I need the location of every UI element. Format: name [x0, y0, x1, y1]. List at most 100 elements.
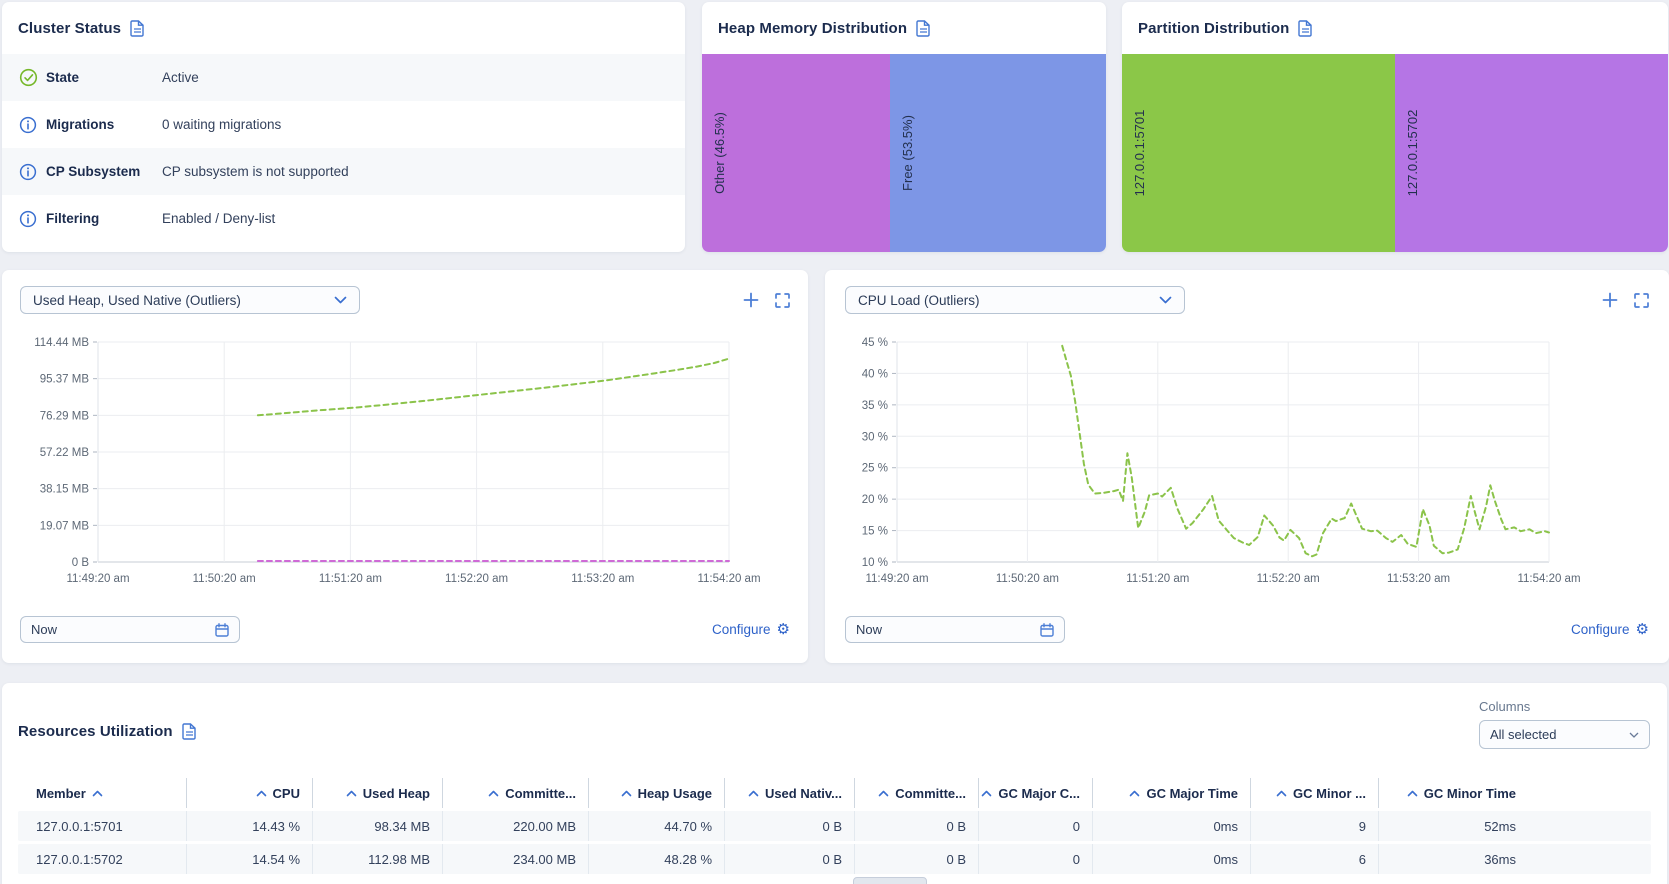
resources-table-body: 127.0.0.1:5701 14.43 % 98.34 MB 220.00 MB 44…: [18, 811, 1651, 874]
column-header-cpu[interactable]: CPU: [186, 778, 312, 808]
cpu-time-picker-value: Now: [856, 622, 883, 637]
column-header-label: Committe...: [505, 785, 576, 801]
cpu-chart-toolbar: CPU Load (Outliers): [845, 286, 1649, 314]
sort-chevron-up-icon: [981, 790, 992, 797]
svg-text:11:53:20 am: 11:53:20 am: [1387, 573, 1450, 585]
sort-chevron-up-icon: [1407, 790, 1418, 797]
cell-value: 48.28 %: [588, 844, 724, 874]
column-header-member[interactable]: Member: [18, 778, 186, 808]
column-header-committe[interactable]: Committe...: [854, 778, 978, 808]
cpu-chart-actions: [1602, 292, 1649, 308]
document-icon[interactable]: [181, 723, 197, 740]
memory-chart-card: Used Heap, Used Native (Outliers) 114.44…: [2, 270, 808, 663]
fullscreen-icon[interactable]: [1634, 292, 1649, 308]
columns-select[interactable]: All selected: [1479, 720, 1650, 749]
cpu-load-chart: 45 % 40 % 35 % 30 % 25 % 20 % 15 % 10 % 11:49:20…: [862, 337, 1581, 585]
chevron-down-icon: [1159, 296, 1172, 304]
column-header-label: GC Major C...: [998, 785, 1080, 801]
svg-text:25 %: 25 %: [862, 463, 888, 475]
svg-text:19.07 MB: 19.07 MB: [40, 520, 90, 532]
svg-text:15 %: 15 %: [862, 526, 888, 538]
cluster-status-header: Cluster Status: [2, 2, 685, 54]
cluster-status-row: Migrations 0 waiting migrations: [2, 101, 685, 148]
memory-chart-toolbar: Used Heap, Used Native (Outliers): [20, 286, 790, 314]
table-row[interactable]: 127.0.0.1:5701 14.43 % 98.34 MB 220.00 MB 44…: [18, 811, 1651, 841]
cell-value: 0: [978, 811, 1092, 841]
svg-text:11:51:20 am: 11:51:20 am: [319, 573, 382, 585]
svg-text:11:49:20 am: 11:49:20 am: [66, 573, 129, 585]
svg-text:38.15 MB: 38.15 MB: [40, 484, 90, 496]
svg-text:76.29 MB: 76.29 MB: [40, 410, 90, 422]
cluster-status-title: Cluster Status: [18, 19, 122, 37]
info-circle-icon[interactable]: [18, 210, 38, 228]
heap-distribution-bar: Other (46.5%) Free (53.5%): [702, 54, 1106, 252]
horizontal-scrollbar-thumb[interactable]: [853, 877, 927, 884]
document-icon[interactable]: [1298, 19, 1313, 37]
distribution-segment[interactable]: 127.0.0.1:5701: [1122, 54, 1395, 252]
gear-icon: ⚙: [776, 621, 790, 638]
table-row[interactable]: 127.0.0.1:5702 14.54 % 112.98 MB 234.00 MB 4…: [18, 844, 1651, 874]
cluster-status-rows: State Active Migrations 0 waiting migration…: [2, 54, 685, 242]
memory-configure-link[interactable]: Configure ⚙: [712, 622, 790, 637]
chevron-down-icon: [334, 296, 347, 304]
calendar-icon: [215, 622, 229, 637]
sort-chevron-up-icon: [92, 790, 103, 797]
cell-member: 127.0.0.1:5701: [36, 818, 123, 834]
cell-value: 44.70 %: [588, 811, 724, 841]
partition-distribution-title: Partition Distribution: [1138, 19, 1290, 37]
svg-text:45 %: 45 %: [862, 337, 888, 349]
cpu-metric-select[interactable]: CPU Load (Outliers): [845, 286, 1185, 314]
cpu-chart-footer: Now Configure ⚙: [845, 616, 1649, 643]
svg-text:11:50:20 am: 11:50:20 am: [193, 573, 256, 585]
column-header-label: GC Major Time: [1146, 785, 1238, 801]
partition-distribution-card: Partition Distribution 127.0.0.1:5701 127…: [1122, 2, 1668, 252]
memory-time-picker[interactable]: Now: [20, 616, 240, 643]
columns-label: Columns: [1479, 699, 1531, 714]
fullscreen-icon[interactable]: [775, 292, 790, 308]
sort-chevron-up-icon: [256, 790, 267, 797]
cell-value: 234.00 MB: [442, 844, 588, 874]
column-header-used-heap[interactable]: Used Heap: [312, 778, 442, 808]
cpu-metric-select-value: CPU Load (Outliers): [858, 292, 980, 308]
distribution-segment-label: 127.0.0.1:5702: [1405, 109, 1420, 197]
column-header-gc-major-time[interactable]: GC Major Time: [1092, 778, 1250, 808]
info-circle-icon[interactable]: [18, 163, 38, 181]
configure-label: Configure: [1571, 622, 1630, 637]
cell-value: 0 B: [854, 811, 978, 841]
memory-metric-select[interactable]: Used Heap, Used Native (Outliers): [20, 286, 360, 314]
distribution-segment[interactable]: Free (53.5%): [889, 54, 1106, 252]
add-chart-icon[interactable]: [743, 292, 759, 308]
column-header-gc-major-c[interactable]: GC Major C...: [978, 778, 1092, 808]
document-icon[interactable]: [130, 19, 145, 37]
column-header-gc-minor[interactable]: GC Minor ...: [1250, 778, 1378, 808]
cell-value: 0 B: [724, 811, 854, 841]
svg-text:11:54:20 am: 11:54:20 am: [1517, 573, 1580, 585]
distribution-segment[interactable]: Other (46.5%): [702, 54, 890, 252]
cell-value: 0 B: [724, 844, 854, 874]
column-header-label: GC Minor Time: [1423, 785, 1516, 801]
sort-chevron-up-icon: [878, 790, 889, 797]
document-icon[interactable]: [916, 19, 931, 37]
svg-text:11:54:20 am: 11:54:20 am: [697, 573, 760, 585]
distribution-segment[interactable]: 127.0.0.1:5702: [1395, 54, 1668, 252]
chevron-down-icon: [1629, 732, 1639, 738]
configure-label: Configure: [712, 622, 771, 637]
column-header-used-nativ[interactable]: Used Nativ...: [724, 778, 854, 808]
column-header-label: Heap Usage: [637, 785, 712, 801]
partition-distribution-header: Partition Distribution: [1122, 2, 1668, 54]
columns-control: Columns All selected: [1479, 699, 1650, 749]
column-header-committe[interactable]: Committe...: [442, 778, 588, 808]
svg-text:35 %: 35 %: [862, 400, 888, 412]
cell-value: 52ms: [1378, 811, 1528, 841]
distribution-segment-label: Other (46.5%): [712, 112, 727, 194]
add-chart-icon[interactable]: [1602, 292, 1618, 308]
cpu-time-picker[interactable]: Now: [845, 616, 1065, 643]
info-circle-icon[interactable]: [18, 116, 38, 134]
memory-time-picker-value: Now: [31, 622, 58, 637]
column-header-gc-minor-time[interactable]: GC Minor Time: [1378, 778, 1528, 808]
cpu-configure-link[interactable]: Configure ⚙: [1571, 622, 1649, 637]
column-header-heap-usage[interactable]: Heap Usage: [588, 778, 724, 808]
sort-chevron-up-icon: [1276, 790, 1287, 797]
svg-text:10 %: 10 %: [862, 557, 888, 569]
cell-value: 98.34 MB: [312, 811, 442, 841]
